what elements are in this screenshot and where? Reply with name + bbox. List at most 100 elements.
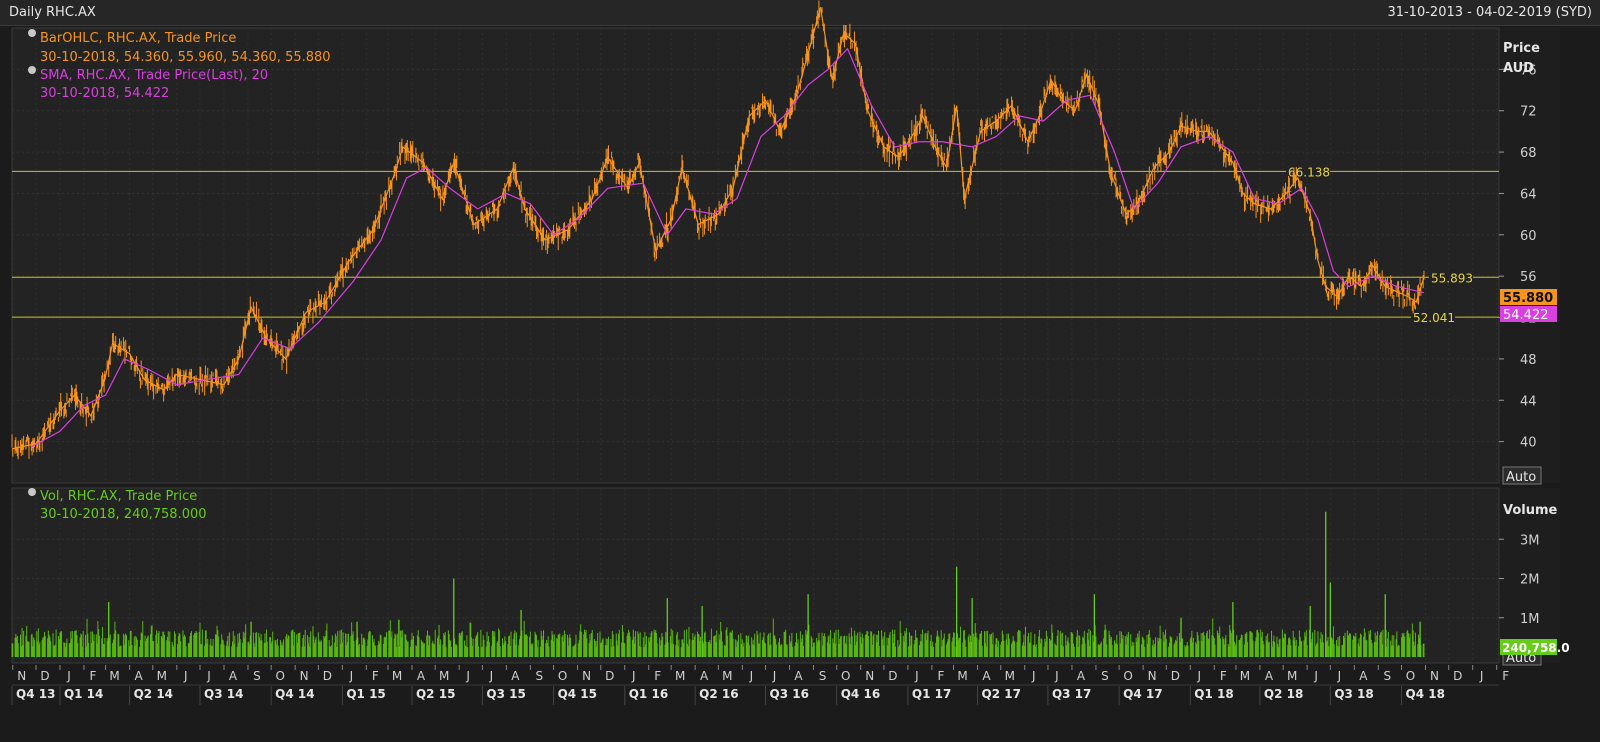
month-tick-label: F (654, 669, 661, 683)
volume-tick-label: 3M (1520, 533, 1540, 548)
last-price-tag (1500, 289, 1557, 305)
month-tick-label: D (1453, 669, 1462, 683)
month-tick-label: F (372, 669, 379, 683)
quarter-label: Q2 18 (1264, 687, 1303, 701)
month-tick-label: A (511, 669, 520, 683)
horizontal-line-label-bg (1411, 309, 1455, 325)
price-tick-label: 76 (1520, 63, 1537, 78)
last-volume-tag (1500, 639, 1557, 655)
quarter-label: Q4 14 (275, 687, 314, 701)
month-tick-label: A (229, 669, 238, 683)
quarter-label: Q4 13 (16, 687, 55, 701)
price-auto-button[interactable] (1502, 466, 1542, 485)
month-tick-label: A (794, 669, 803, 683)
month-tick-label: A (1265, 669, 1274, 683)
month-tick-label: O (1123, 669, 1132, 683)
quarter-label: Q4 18 (1406, 687, 1445, 701)
quarter-label: Q3 15 (486, 687, 525, 701)
month-tick-label: F (89, 669, 96, 683)
month-tick-label: F (1220, 669, 1227, 683)
volume-axis-title: Volume (1503, 503, 1558, 518)
sma-line (31, 47, 1425, 448)
month-tick-label: N (17, 669, 26, 683)
month-tick-label: S (253, 669, 261, 683)
month-tick-label: J (1337, 669, 1342, 683)
horizontal-line-label: 52.041 (1413, 311, 1455, 325)
month-tick-label: F (1502, 669, 1509, 683)
month-tick-label: M (957, 669, 967, 683)
month-tick-label: J (206, 669, 211, 683)
month-tick-label: J (66, 669, 71, 683)
price-tick-label: 68 (1520, 146, 1537, 161)
quarter-label: Q1 15 (346, 687, 385, 701)
price-axis-title: Price (1503, 41, 1540, 56)
month-tick-label: M (439, 669, 449, 683)
price-tick-label: 56 (1520, 270, 1537, 285)
month-tick-label: O (275, 669, 284, 683)
quarter-label: Q4 15 (558, 687, 597, 701)
volume-axis-panel (1500, 488, 1560, 663)
month-tick-label: M (1240, 669, 1250, 683)
quarter-label: Q3 14 (204, 687, 243, 701)
month-tick-label: A (700, 669, 709, 683)
horizontal-lines: 66.138 55.893 52.041 (12, 163, 1499, 325)
horizontal-line-label-bg (1429, 269, 1473, 285)
month-tick-label: J (1054, 669, 1059, 683)
price-auto-label: Auto (1506, 470, 1536, 485)
volume-tick-label: 1M (1520, 612, 1540, 627)
price-axis-unit: AUD (1503, 61, 1534, 76)
month-tick-label: A (417, 669, 426, 683)
month-tick-label: J (631, 669, 636, 683)
quarter-label: Q3 17 (1052, 687, 1091, 701)
horizontal-line-label-bg (1286, 163, 1330, 179)
month-tick-label: O (1406, 669, 1415, 683)
month-tick-label: J (349, 669, 354, 683)
month-tick-label: J (1197, 669, 1202, 683)
bar-legend-icon[interactable] (28, 29, 36, 37)
month-tick-label: D (40, 669, 49, 683)
series-layer (11, 0, 1425, 460)
vol-legend-icon[interactable] (28, 488, 36, 496)
price-tick-label: 40 (1520, 436, 1537, 451)
month-tick-label: N (865, 669, 874, 683)
month-tick-label: D (323, 669, 332, 683)
quarter-label: Q2 15 (416, 687, 455, 701)
horizontal-line-label: 66.138 (1288, 165, 1330, 179)
date-range: 31-10-2013 - 04-02-2019 (SYD) (1387, 5, 1592, 20)
volume-tick-label: 2M (1520, 573, 1540, 588)
last-sma-label: 54.422 (1503, 308, 1549, 323)
month-tick-label: J (914, 669, 919, 683)
month-tick-label: J (183, 669, 188, 683)
last-sma-tag (1500, 306, 1557, 322)
quarter-label: Q2 14 (134, 687, 173, 701)
quarter-label: Q2 17 (982, 687, 1021, 701)
month-tick-label: S (1383, 669, 1391, 683)
month-tick-label: J (772, 669, 777, 683)
price-axis-panel (1500, 28, 1560, 483)
bar-legend-values: 30-10-2018, 54.360, 55.960, 54.360, 55.8… (40, 50, 331, 65)
vol-legend-values: 30-10-2018, 240,758.000 (40, 507, 207, 522)
volume-bars (11, 511, 1425, 657)
quarter-label: Q3 18 (1334, 687, 1373, 701)
tick-labels: 404448525660646872761M2M3M (1499, 63, 1540, 627)
quarter-label: Q1 14 (64, 687, 103, 701)
price-tick-label: 44 (1520, 394, 1537, 409)
last-price-label: 55.880 (1503, 291, 1553, 306)
quarter-label: Q4 17 (1123, 687, 1162, 701)
month-tick-label: M (157, 669, 167, 683)
chart-title: Daily RHC.AX (9, 5, 96, 20)
price-tick-label: 72 (1520, 105, 1537, 120)
sma-legend-icon[interactable] (28, 66, 36, 74)
month-tick-label: D (1171, 669, 1180, 683)
price-panel[interactable] (11, 27, 1500, 484)
month-tick-label: N (1148, 669, 1157, 683)
month-tick-label: M (109, 669, 119, 683)
month-tick-label: O (558, 669, 567, 683)
quarter-label: Q4 16 (841, 687, 880, 701)
month-tick-label: J (465, 669, 470, 683)
vol-legend-label: Vol, RHC.AX, Trade Price (40, 489, 197, 504)
month-tick-label: J (489, 669, 494, 683)
month-tick-label: D (605, 669, 614, 683)
